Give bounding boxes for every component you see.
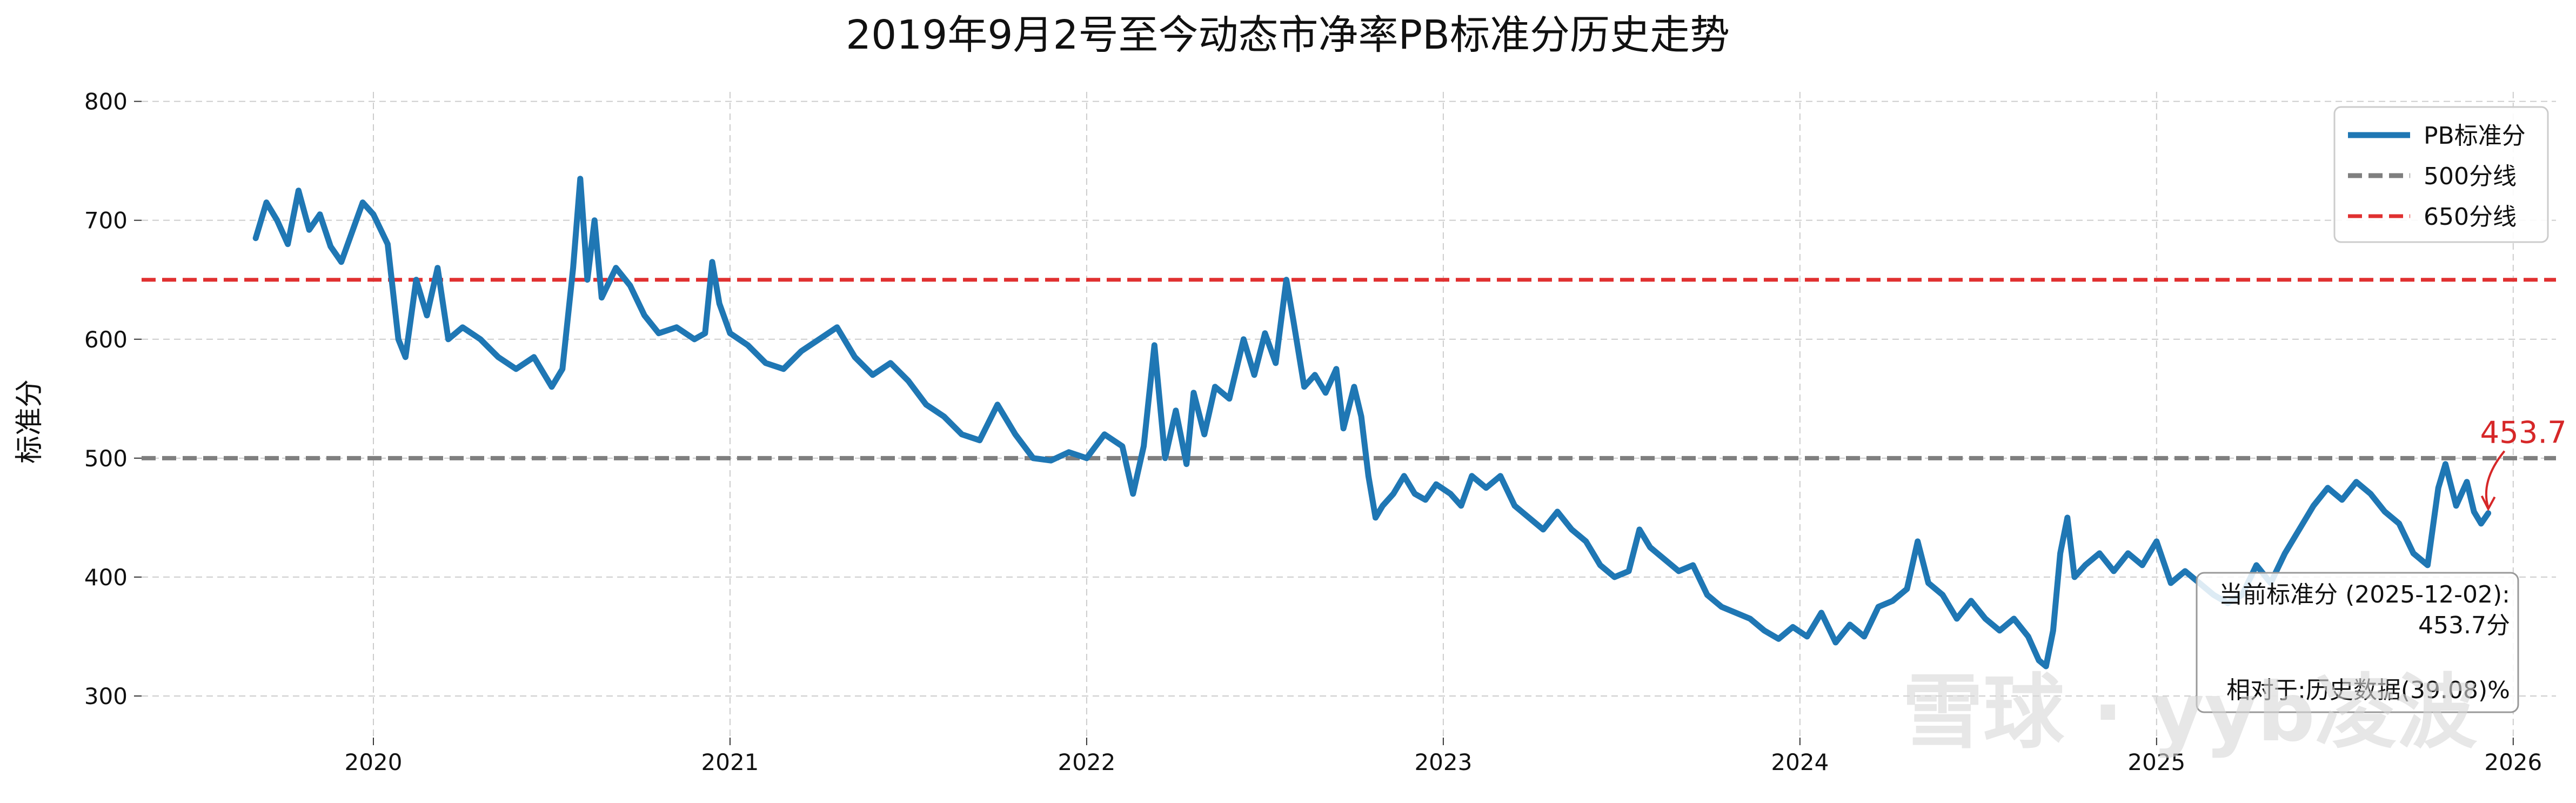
watermark: 雪球 · yyb凌波 (1902, 666, 2477, 760)
annotation-box (2196, 572, 2519, 713)
last-value-label: 453.7 (2480, 416, 2566, 451)
legend-item-pb-score-label: PB标准分 (2424, 122, 2526, 150)
y-tick-label: 800 (84, 89, 128, 115)
x-tick-label: 2020 (345, 749, 403, 775)
annotation-line-2: 453.7分 (2418, 612, 2510, 639)
legend-item-650-line-label: 650分线 (2424, 203, 2517, 231)
y-axis-label: 标准分 (14, 379, 46, 464)
pb-score-line (252, 176, 2492, 670)
x-tick-label: 2026 (2484, 749, 2542, 775)
reference-lines (142, 278, 2556, 460)
y-tick-label: 500 (84, 445, 128, 472)
annotation-line-3: 相对于:历史数据(39.08)% (2226, 677, 2510, 704)
x-tick-label: 2024 (1771, 749, 1829, 775)
series-layer (252, 176, 2492, 670)
y-tick-label: 700 (84, 208, 128, 234)
y-tick-label: 300 (84, 683, 128, 710)
last-value-arrowhead (2480, 495, 2496, 512)
annotation: 453.7 当前标准分 (2025-12-02): 453.7分相对于:历史数据(3… (2196, 416, 2567, 713)
legend-item-500-line-label: 500分线 (2424, 163, 2517, 190)
annotation-line-1: 当前标准分 (2025-12-02): (2219, 581, 2510, 608)
legend: PB标准分 500分线 650分线 (2333, 106, 2549, 243)
ticks: 300 400 500 600 700 800 2020 2021 2022 2023 2024 20… (84, 89, 2542, 775)
y-tick-label: 600 (84, 326, 128, 353)
x-tick-label: 2021 (701, 749, 759, 775)
last-value-arrow (2485, 450, 2506, 508)
x-tick-label: 2022 (1058, 749, 1115, 775)
chart-title: 2019年9月2号至今动态市净率PB标准分历史走势 (846, 12, 1730, 58)
y-tick-label: 400 (84, 564, 128, 591)
grid (142, 92, 2556, 738)
x-tick-label: 2025 (2127, 749, 2185, 775)
legend-box (2333, 106, 2549, 243)
x-tick-label: 2023 (1414, 749, 1472, 775)
